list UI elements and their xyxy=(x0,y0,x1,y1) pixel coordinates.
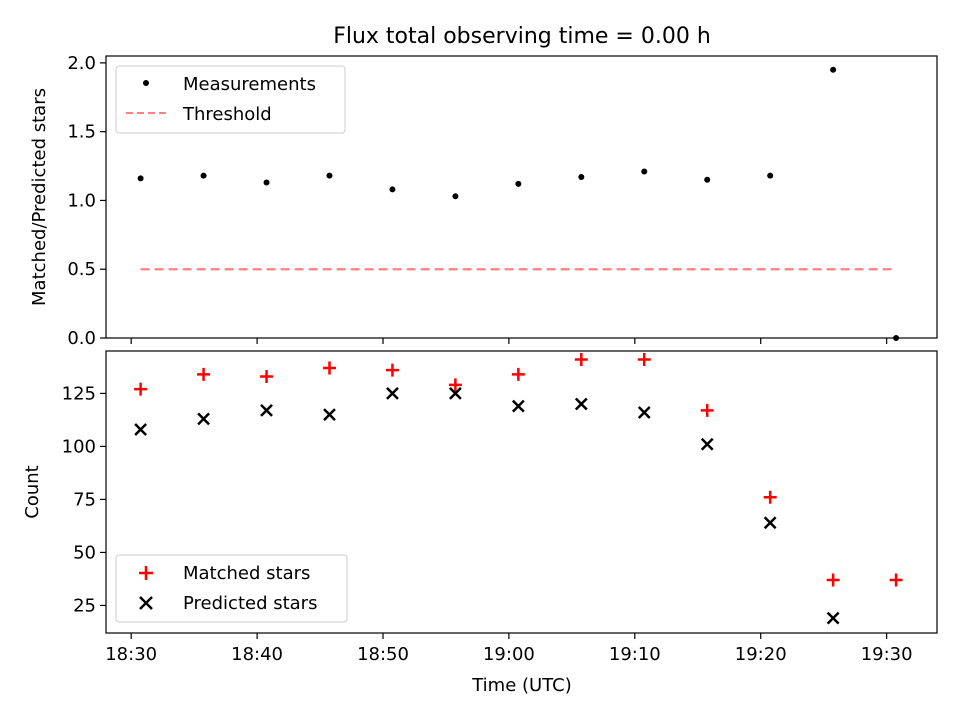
bottom-y-tick-label: 25 xyxy=(73,595,96,616)
bottom-x-tick-label: 19:30 xyxy=(861,644,913,665)
measurement-point xyxy=(641,168,648,175)
measurement-point xyxy=(326,172,333,179)
predicted-star-point xyxy=(637,406,651,419)
bottom-y-tick-label: 125 xyxy=(62,383,96,404)
top-y-tick-label: 1.5 xyxy=(67,122,96,143)
legend-threshold-label: Threshold xyxy=(182,104,272,125)
top-y-tick-label: 1.0 xyxy=(67,190,96,211)
legend-matched-marker xyxy=(139,566,153,580)
measurement-point xyxy=(515,180,522,187)
matched-star-point xyxy=(889,573,903,587)
measurement-point xyxy=(389,186,396,193)
predicted-star-point xyxy=(449,387,462,400)
bottom-axes: 18:30 18:40 18:50 19:00 19:10 19:20 19:30 25 50 7… xyxy=(62,383,913,665)
top-marks xyxy=(137,66,900,341)
bottom-y-tick-label: 50 xyxy=(73,542,96,563)
bottom-panel: 18:30 18:40 18:50 19:00 19:10 19:20 19:30 25 50 7… xyxy=(22,350,938,696)
bottom-legend-box xyxy=(115,554,348,623)
matched-star-point xyxy=(448,378,462,392)
predicted-star-point xyxy=(134,423,148,436)
top-panel: 0.00.51.01.52.0 Matched/Predicted stars … xyxy=(29,53,938,349)
top-axes: 0.0 0.5 1.0 1.5 2.0 xyxy=(67,53,888,349)
predicted-star-point xyxy=(574,397,588,411)
bottom-y-tick-label: 75 xyxy=(73,489,96,510)
top-y-tick-label: 2.0 xyxy=(67,53,96,74)
top-legend-box xyxy=(115,65,346,134)
legend-predicted-label: Predicted stars xyxy=(183,593,317,614)
bottom-x-tick-label: 18:40 xyxy=(231,644,283,665)
bottom-x-tick-label: 18:50 xyxy=(357,644,409,665)
bottom-legend: Matched stars Predicted stars xyxy=(115,554,348,623)
measurement-point xyxy=(830,66,837,73)
predicted-star-point xyxy=(323,408,336,421)
top-plot-frame xyxy=(105,55,938,339)
measurement-point xyxy=(263,179,270,186)
legend-measurements-marker xyxy=(143,80,149,86)
legend-predicted-marker xyxy=(139,596,153,610)
top-y-tick-label: 0.0 xyxy=(67,328,96,349)
measurement-point xyxy=(578,174,585,181)
predicted-star-point xyxy=(197,412,210,426)
bottom-y-axis-label: Count xyxy=(22,465,43,518)
top-y-tick-label: 0.5 xyxy=(67,259,96,280)
predicted-star-point xyxy=(700,437,714,451)
legend-measurements-label: Measurements xyxy=(183,74,316,95)
x-axis-label: Time (UTC) xyxy=(471,675,572,696)
measurement-point xyxy=(704,176,711,183)
matched-star-point xyxy=(826,573,840,587)
bottom-y-tick-label: 100 xyxy=(62,436,96,457)
matched-star-point xyxy=(763,490,777,504)
measurement-point xyxy=(200,172,207,179)
matched-star-point xyxy=(134,382,148,396)
matched-star-point xyxy=(511,367,525,381)
predicted-star-point xyxy=(763,516,777,530)
legend-matched-label: Matched stars xyxy=(183,563,310,584)
bottom-plot-frame xyxy=(105,350,938,634)
top-y-axis-label: Matched/Predicted stars xyxy=(29,88,50,306)
matched-star-point xyxy=(637,352,651,366)
matched-star-point xyxy=(574,352,588,366)
figure-title: Flux total observing time = 0.00 h xyxy=(333,24,711,49)
predicted-star-point xyxy=(260,403,273,417)
bottom-x-tick-label: 19:00 xyxy=(483,644,535,665)
bottom-marks xyxy=(134,352,903,625)
measurement-point xyxy=(767,172,774,179)
top-legend: Measurements Threshold xyxy=(115,65,346,134)
bottom-x-tick-label: 19:20 xyxy=(735,644,787,665)
measurement-point xyxy=(137,175,144,182)
predicted-star-point xyxy=(511,399,525,413)
bottom-x-tick-label: 18:30 xyxy=(105,644,157,665)
matched-star-point xyxy=(197,367,211,381)
predicted-star-point xyxy=(386,387,399,400)
bottom-x-tick-label: 19:10 xyxy=(609,644,661,665)
measurement-point xyxy=(452,193,459,200)
predicted-star-point xyxy=(826,611,840,625)
matched-star-point xyxy=(260,369,274,383)
matched-star-point xyxy=(385,363,399,377)
matched-star-point xyxy=(322,361,336,375)
matched-star-point xyxy=(700,403,714,417)
